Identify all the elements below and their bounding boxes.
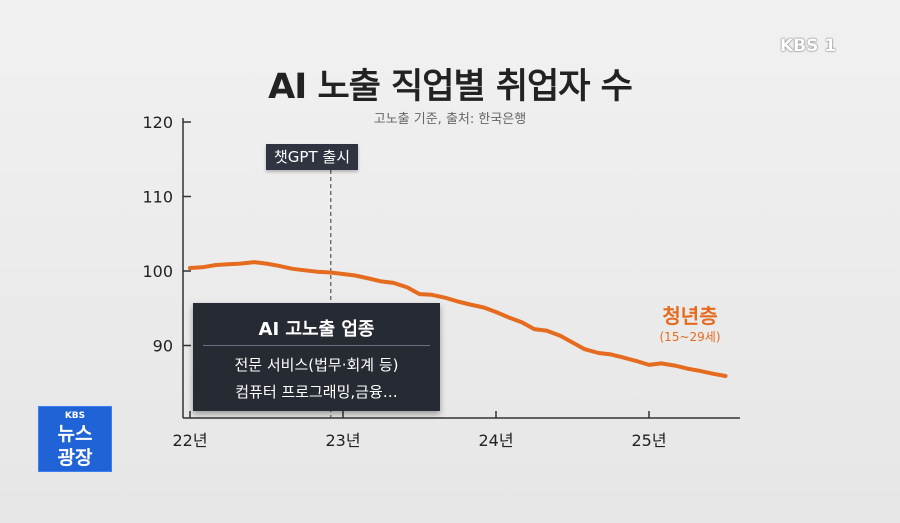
y-tick-label: 90 <box>153 337 173 356</box>
x-tick-label: 22년 <box>172 431 207 450</box>
y-tick-label: 110 <box>142 188 173 207</box>
series-line-youth <box>188 260 728 378</box>
ai-exposed-industries-box: AI 고노출 업종 전문 서비스(법무·회계 등) 컴퓨터 프로그래밍,금융… <box>193 303 440 411</box>
chatgpt-release-label: 챗GPT 출시 <box>266 144 358 170</box>
series-age-note: (15~29세) <box>659 330 721 344</box>
info-box-line: 전문 서비스(법무·회계 등) <box>234 356 399 374</box>
x-tick-label: 25년 <box>631 431 666 450</box>
show-logo-word: 광장 <box>57 447 93 469</box>
x-tick-label: 24년 <box>478 431 513 450</box>
chart-series <box>188 260 728 378</box>
info-box-line: 컴퓨터 프로그래밍,금융… <box>235 383 398 401</box>
series-name: 청년층 <box>662 304 718 328</box>
kbs-logo: KBS 1 <box>780 36 837 56</box>
news-gwangjang-logo: KBS 뉴스 광장 <box>38 406 112 472</box>
series-legend-label: 청년층 (15~29세) <box>610 303 770 345</box>
y-tick-label: 120 <box>142 113 173 132</box>
chart-title: AI 노출 직업별 취업자 수 <box>268 67 633 107</box>
info-box-title: AI 고노출 업종 <box>258 319 375 340</box>
info-box-divider <box>203 345 430 346</box>
chart-axes: 120 110 100 90 22년 23년 24년 25년 <box>142 113 740 450</box>
show-logo-kbs: KBS <box>64 411 86 421</box>
show-logo-word: 뉴스 <box>57 423 93 445</box>
y-tick-label: 100 <box>142 262 173 281</box>
chart-subtitle: 고노출 기준, 출처: 한국은행 <box>373 112 527 127</box>
x-tick-label: 23년 <box>325 431 360 450</box>
